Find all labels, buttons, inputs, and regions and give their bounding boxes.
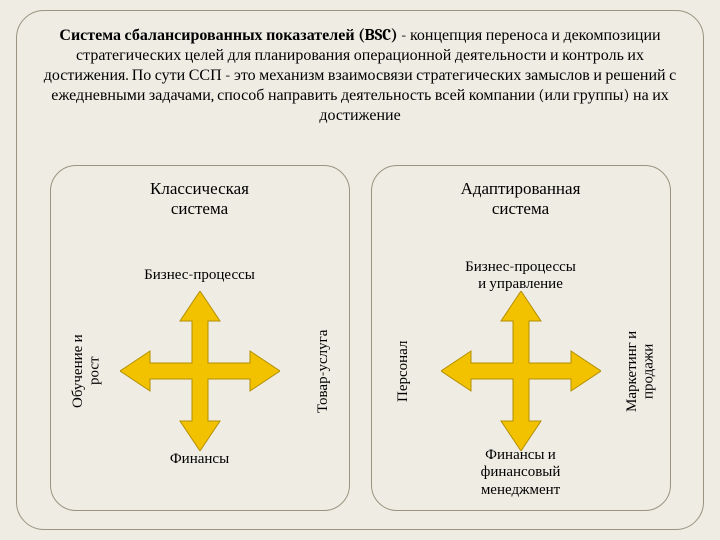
header-bold: Система сбалансированных показателей (BS…	[59, 26, 397, 44]
adapted-label-right: Маркетинг ипродажи	[623, 306, 656, 436]
outer-frame: Система сбалансированных показателей (BS…	[16, 10, 704, 530]
classic-label-bottom: Финансы	[51, 450, 349, 467]
panel-classic: Классическая система Бизнес-процессы Обу…	[50, 165, 350, 511]
panel-classic-title-2: система	[171, 200, 228, 219]
panel-adapted-title-1: Адаптированная	[461, 180, 581, 199]
classic-cross-icon	[120, 291, 280, 451]
panels-row: Классическая система Бизнес-процессы Обу…	[17, 165, 703, 511]
adapted-label-bottom: Финансы ифинансовыйменеджмент	[372, 446, 670, 498]
header-text: Система сбалансированных показателей (BS…	[39, 25, 681, 125]
panel-adapted-title-2: система	[492, 200, 549, 219]
panel-classic-title: Классическая система	[51, 180, 349, 221]
adapted-label-top: Бизнес-процессыи управление	[372, 258, 670, 293]
panel-adapted-title: Адаптированная система	[372, 180, 670, 221]
panel-classic-title-1: Классическая	[150, 180, 249, 199]
adapted-cross-icon	[441, 291, 601, 451]
panel-adapted: Адаптированная система Бизнес-процессыи …	[371, 165, 671, 511]
adapted-label-left: Персонал	[394, 316, 411, 426]
classic-label-left: Обучение ирост	[69, 306, 102, 436]
classic-label-top: Бизнес-процессы	[51, 266, 349, 283]
classic-label-right: Товар-услуга	[314, 306, 331, 436]
